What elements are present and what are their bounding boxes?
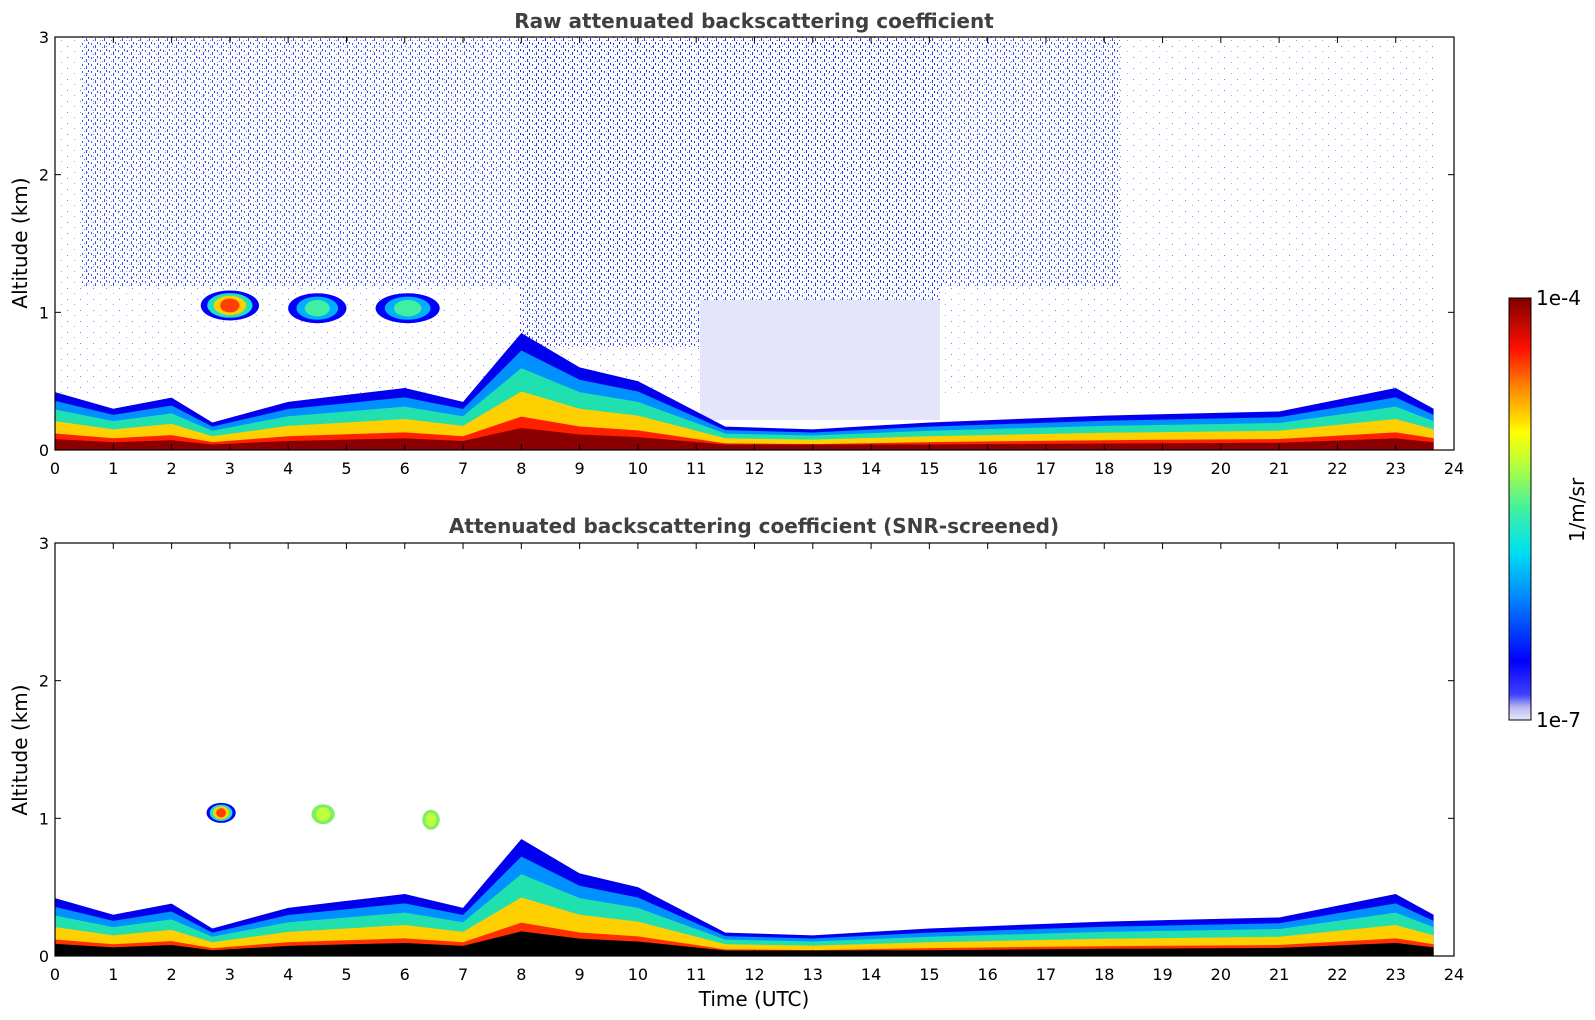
x-tick-label: 16 [977,965,997,984]
x-tick-label: 5 [341,965,351,984]
x-tick-label: 18 [1094,965,1114,984]
x-tick-label: 17 [1036,965,1056,984]
x-tick-label: 9 [575,459,585,478]
x-tick-label: 2 [166,459,176,478]
elevated-layer [216,808,226,818]
y-tick-label: 2 [39,672,49,691]
top-panel: Raw attenuated backscattering coefficien… [8,9,1464,478]
x-tick-label: 11 [686,459,706,478]
y-tick-label: 0 [39,441,49,460]
colorbar-max-label: 1e-4 [1536,286,1581,310]
elevated-layer [220,298,240,313]
y-tick-label: 0 [39,947,49,966]
top-boundary-layer [55,332,1434,450]
x-tick-label: 11 [686,965,706,984]
x-tick-label: 19 [1152,459,1172,478]
bottom-panel: Attenuated backscattering coefficient (S… [8,514,1464,1011]
x-tick-label: 9 [575,965,585,984]
colorbar-unit-label: 1/m/sr [1565,477,1589,542]
x-tick-label: 13 [803,459,823,478]
bottom-panel-title: Attenuated backscattering coefficient (S… [449,514,1059,538]
x-tick-label: 22 [1327,965,1347,984]
y-tick-label: 1 [39,809,49,828]
x-tick-label: 24 [1444,459,1464,478]
x-tick-label: 24 [1444,965,1464,984]
y-tick-label: 1 [39,303,49,322]
colorbar: 1e-4 1e-7 1/m/sr [1508,286,1589,732]
x-tick-label: 15 [919,459,939,478]
x-tick-label: 17 [1036,459,1056,478]
elevated-layer [304,300,330,317]
boundary-layer-band [55,428,1434,450]
x-tick-label: 4 [283,459,293,478]
x-tick-label: 5 [341,459,351,478]
x-tick-label: 14 [861,459,881,478]
elevated-layer [425,812,437,827]
colorbar-min-label: 1e-7 [1536,708,1581,732]
x-tick-label: 8 [516,459,526,478]
bottom-x-axis: 0 1 2 3 4 5 6 7 8 9 10 11 12 13 14 15 16 17 18 19 20 21 22 23 24 [50,543,1464,984]
x-tick-label: 18 [1094,459,1114,478]
colorbar-gradient [1508,297,1532,721]
y-tick-label: 2 [39,166,49,185]
top-elevated-layers [200,290,440,324]
x-tick-label: 16 [977,459,997,478]
top-faint-region [700,300,940,420]
x-tick-label: 19 [1152,965,1172,984]
x-tick-label: 0 [50,459,60,478]
x-tick-label: 3 [225,965,235,984]
top-y-axis: 0 1 2 3 [39,28,1454,460]
x-tick-label: 0 [50,965,60,984]
x-tick-label: 21 [1269,459,1289,478]
x-tick-label: 20 [1211,459,1231,478]
boundary-layer-band [55,931,1434,956]
x-tick-label: 21 [1269,965,1289,984]
top-y-axis-label: Altitude (km) [8,177,32,308]
x-tick-label: 12 [744,965,764,984]
top-noise-core [520,37,940,347]
x-tick-label: 4 [283,965,293,984]
bottom-y-axis-label: Altitude (km) [8,684,32,815]
x-tick-label: 15 [919,965,939,984]
x-tick-label: 1 [108,459,118,478]
bottom-y-axis: 0 1 2 3 [39,534,1454,966]
bottom-plot-area [55,543,1454,956]
x-axis-label: Time (UTC) [698,987,810,1011]
x-tick-label: 14 [861,965,881,984]
bottom-elevated-layers [206,802,440,830]
x-tick-label: 8 [516,965,526,984]
x-tick-label: 23 [1386,459,1406,478]
x-tick-label: 10 [628,459,648,478]
x-tick-label: 13 [803,965,823,984]
x-tick-label: 7 [458,965,468,984]
x-tick-label: 23 [1386,965,1406,984]
x-tick-label: 10 [628,965,648,984]
bottom-boundary-layer [55,838,1434,956]
bottom-heatmap [55,802,1434,956]
elevated-layer [393,300,422,317]
x-tick-label: 7 [458,459,468,478]
x-tick-label: 6 [400,459,410,478]
x-tick-label: 6 [400,965,410,984]
y-tick-label: 3 [39,534,49,553]
x-tick-label: 22 [1327,459,1347,478]
x-tick-label: 3 [225,459,235,478]
elevated-layer [316,807,331,822]
top-heatmap [55,37,1434,450]
y-tick-label: 3 [39,28,49,47]
top-x-axis: 0 1 2 3 4 5 6 7 8 9 10 11 12 13 14 15 16 17 18 19 20 21 22 23 24 [50,37,1464,478]
x-tick-label: 12 [744,459,764,478]
x-tick-label: 1 [108,965,118,984]
x-tick-label: 2 [166,965,176,984]
top-panel-title: Raw attenuated backscattering coefficien… [514,9,994,33]
x-tick-label: 20 [1211,965,1231,984]
